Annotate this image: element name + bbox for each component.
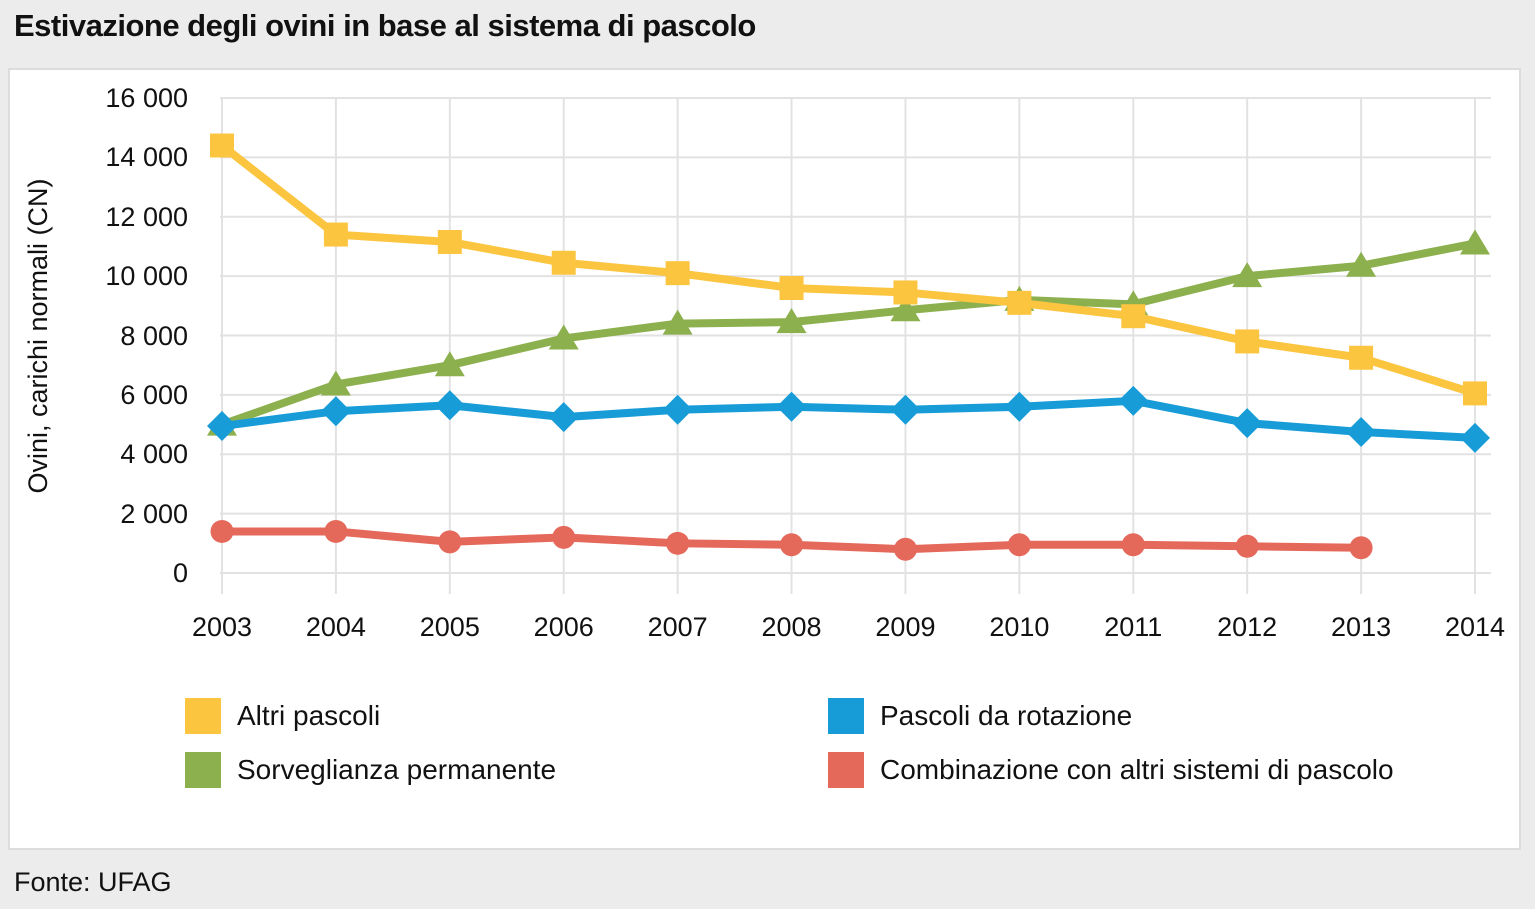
legend-label-combinazione: Combinazione con altri sistemi di pascol… bbox=[880, 754, 1394, 785]
y-tick-16000: 16 000 bbox=[105, 83, 188, 113]
x-tick-2013: 2013 bbox=[1331, 612, 1392, 642]
x-tick-2014: 2014 bbox=[1444, 612, 1506, 642]
y-tick-0: 0 bbox=[172, 558, 188, 588]
legend-item-pascoli-da-rotazione: Pascoli da rotazione bbox=[828, 698, 1132, 734]
y-tick-10000: 10 000 bbox=[105, 261, 188, 292]
series-rotazione bbox=[207, 385, 1490, 453]
page-title: Estivazione degli ovini in base al siste… bbox=[14, 8, 756, 43]
y-tick-12000: 12 000 bbox=[105, 201, 188, 232]
legend-swatch-pascoli-da-rotazione bbox=[828, 698, 864, 734]
series-altri bbox=[210, 133, 1487, 406]
x-tick-2009: 2009 bbox=[875, 612, 936, 642]
y-tick-8000: 8 000 bbox=[120, 320, 188, 351]
y-tick-14000: 14 000 bbox=[105, 142, 188, 173]
x-tick-2006: 2006 bbox=[533, 612, 594, 642]
legend-label-sorveglianza-permanente: Sorveglianza permanente bbox=[237, 754, 557, 785]
x-tick-2008: 2008 bbox=[761, 612, 822, 642]
legend-label-pascoli-da-rotazione: Pascoli da rotazione bbox=[880, 700, 1133, 731]
legend-item-altri-pascoli: Altri pascoli bbox=[185, 698, 380, 734]
source-note: Fonte: UFAG bbox=[14, 867, 172, 897]
y-tick-6000: 6 000 bbox=[120, 379, 188, 410]
x-tick-2010: 2010 bbox=[989, 612, 1050, 642]
legend-swatch-combinazione bbox=[828, 752, 864, 788]
x-tick-2007: 2007 bbox=[647, 612, 708, 642]
y-tick-2000: 2 000 bbox=[120, 498, 188, 529]
gridlines bbox=[220, 97, 1491, 594]
x-tick-2004: 2004 bbox=[305, 612, 366, 642]
x-tick-2011: 2011 bbox=[1104, 612, 1163, 642]
y-tick-4000: 4 000 bbox=[120, 439, 188, 470]
x-tick-2005: 2005 bbox=[419, 612, 480, 642]
x-tick-2012: 2012 bbox=[1217, 612, 1278, 642]
chart-panel bbox=[8, 68, 1521, 850]
legend-label-altri-pascoli: Altri pascoli bbox=[237, 700, 381, 731]
series-combinazione bbox=[210, 519, 1373, 561]
legend-swatch-altri-pascoli bbox=[185, 698, 221, 734]
legend-item-sorveglianza-permanente: Sorveglianza permanente bbox=[185, 752, 556, 788]
legend-swatch-sorveglianza-permanente bbox=[185, 752, 221, 788]
legend-item-combinazione: Combinazione con altri sistemi di pascol… bbox=[828, 752, 1394, 788]
x-tick-2003: 2003 bbox=[191, 612, 253, 642]
